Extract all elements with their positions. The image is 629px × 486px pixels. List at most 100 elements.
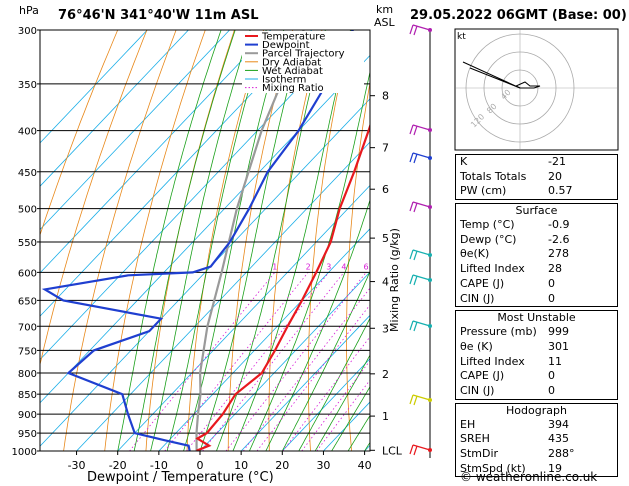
mixing-ratio-line — [164, 272, 309, 451]
parcel-trajectory-line — [195, 30, 305, 451]
surface-label: CIN (J) — [460, 291, 495, 305]
hodograph-row: StmSpd (kt) 19 — [456, 462, 617, 477]
km-tick-label: LCL — [382, 444, 403, 457]
km-tick-label: 7 — [382, 142, 389, 155]
dry-adiabat-line — [63, 30, 177, 451]
hodograph-value: 288° — [548, 447, 575, 460]
legend-label: Dry Adiabat — [262, 57, 321, 68]
hodograph-trace — [462, 61, 521, 89]
mixing-ratio-label: 8 — [380, 262, 385, 271]
mixing-ratio-label: 20 — [432, 262, 442, 271]
pressure-tick-label: 1000 — [12, 447, 37, 458]
isotherm-line — [40, 98, 370, 447]
index-row: K -21 — [456, 155, 617, 170]
index-label: PW (cm) — [460, 184, 507, 198]
temp-tick-label: -20 — [109, 459, 127, 472]
legend-background — [242, 31, 364, 93]
wind-barb-feather — [409, 249, 414, 260]
isotherm-line — [282, 358, 370, 451]
km-tick-label: 3 — [382, 322, 389, 335]
pressure-tick-label: 550 — [18, 238, 37, 249]
index-label: Totals Totals — [460, 169, 527, 183]
indices-panel: K -21 Totals Totals 20 PW (cm) 0.57 Surface T… — [455, 154, 618, 478]
surface-label: CAPE (J) — [460, 276, 505, 290]
location-title: 76°46'N 341°40'W 11m ASL — [58, 8, 259, 23]
pressure-tick-label: 950 — [18, 429, 37, 440]
isotherm-line — [40, 30, 230, 231]
surface-row: Lifted Index 28 — [456, 262, 617, 277]
dewpoint-line — [41, 30, 354, 451]
wind-barb-staff — [412, 24, 431, 31]
km-label: km — [376, 3, 394, 16]
mixing-ratio-line — [202, 272, 345, 451]
isotherm-line — [40, 30, 189, 187]
most-unstable-label: Pressure (mb) — [460, 325, 537, 339]
hodograph-row: StmDir 288° — [456, 447, 617, 462]
wind-barb-dot — [428, 28, 432, 32]
hodograph-kt-label: kt — [457, 32, 466, 42]
wind-barb-feather — [409, 444, 414, 455]
hodograph-title: Hodograph — [506, 403, 567, 417]
legend-label: Wet Adiabat — [262, 66, 323, 77]
surface-row: CAPE (J) 0 — [456, 277, 617, 292]
legend-label: Parcel Trajectory — [262, 49, 345, 60]
most-unstable-value: 999 — [548, 325, 569, 339]
wet-adiabat-line — [331, 386, 370, 451]
wind-barb-feather — [409, 320, 414, 331]
wet-adiabat-line — [298, 317, 370, 451]
pressure-tick-label: 450 — [18, 168, 37, 179]
hodograph-label: StmSpd (kt) — [460, 461, 526, 475]
wind-barb-staff — [412, 444, 431, 451]
km-tick-label: 5 — [382, 232, 389, 245]
surface-label: Temp (°C) — [460, 218, 515, 232]
hodograph-value: 435 — [548, 432, 569, 446]
wind-barb-staff — [412, 201, 431, 208]
wind-barb-staff — [412, 320, 431, 327]
most-unstable-label: CAPE (J) — [460, 369, 505, 383]
isotherm-line — [40, 30, 313, 317]
km-tick-label: 4 — [382, 276, 389, 289]
most-unstable-label: Lifted Index — [460, 354, 525, 368]
wind-barb-dot — [428, 398, 432, 402]
most-unstable-value: 0 — [548, 369, 555, 383]
hpa-label: hPa — [19, 4, 39, 17]
hodograph-row: EH 394 — [456, 418, 617, 433]
dry-adiabat-line — [40, 30, 119, 237]
dry-adiabat-line — [145, 30, 235, 451]
isotherm-line — [40, 30, 272, 274]
mixing-ratio-label: 3 — [326, 262, 331, 271]
pressure-tick-label: 750 — [18, 346, 37, 357]
temp-tick-label: 40 — [358, 459, 372, 472]
wind-barb-feather — [409, 394, 414, 405]
wind-barb-feather — [413, 25, 418, 36]
hodograph-frame — [454, 28, 619, 151]
isotherm-line — [40, 54, 370, 404]
most-unstable-label: CIN (J) — [460, 383, 495, 397]
most-unstable-label: θe (K) — [460, 339, 493, 353]
mixing-ratio-line — [186, 272, 330, 451]
x-axis-label: Dewpoint / Temperature (°C) — [87, 470, 274, 485]
legend-label: Temperature — [261, 32, 325, 43]
surface-table: Surface Temp (°C) -0.9 Dewp (°C) -2.6 θe(K) 2… — [455, 203, 618, 308]
mixing-ratio-label: 4 — [341, 262, 346, 271]
wind-barb-dot — [428, 128, 432, 132]
index-row: Totals Totals 20 — [456, 170, 617, 185]
index-label: K — [460, 155, 468, 168]
datetime-title: 29.05.2022 06GMT (Base: 00) — [410, 8, 627, 23]
pressure-tick-label: 850 — [18, 390, 37, 401]
mixing-ratio-label: 6 — [364, 262, 369, 271]
isotherm-line — [240, 314, 370, 451]
wind-barb-staff — [412, 394, 431, 401]
hodograph-label: SREH — [460, 432, 490, 446]
index-value: -21 — [548, 155, 566, 168]
surface-value: 0 — [548, 276, 555, 290]
surface-row: CIN (J) 0 — [456, 292, 617, 307]
isotherm-line — [76, 141, 370, 451]
hodograph-value: 19 — [548, 461, 562, 475]
pressure-tick-label: 800 — [18, 369, 37, 380]
wind-barb-feather — [413, 395, 418, 406]
wind-barb-staff — [412, 249, 431, 256]
indices-table: K -21 Totals Totals 20 PW (cm) 0.57 — [455, 154, 618, 201]
pressure-tick-label: 500 — [18, 205, 37, 216]
index-row: PW (cm) 0.57 — [456, 184, 617, 199]
